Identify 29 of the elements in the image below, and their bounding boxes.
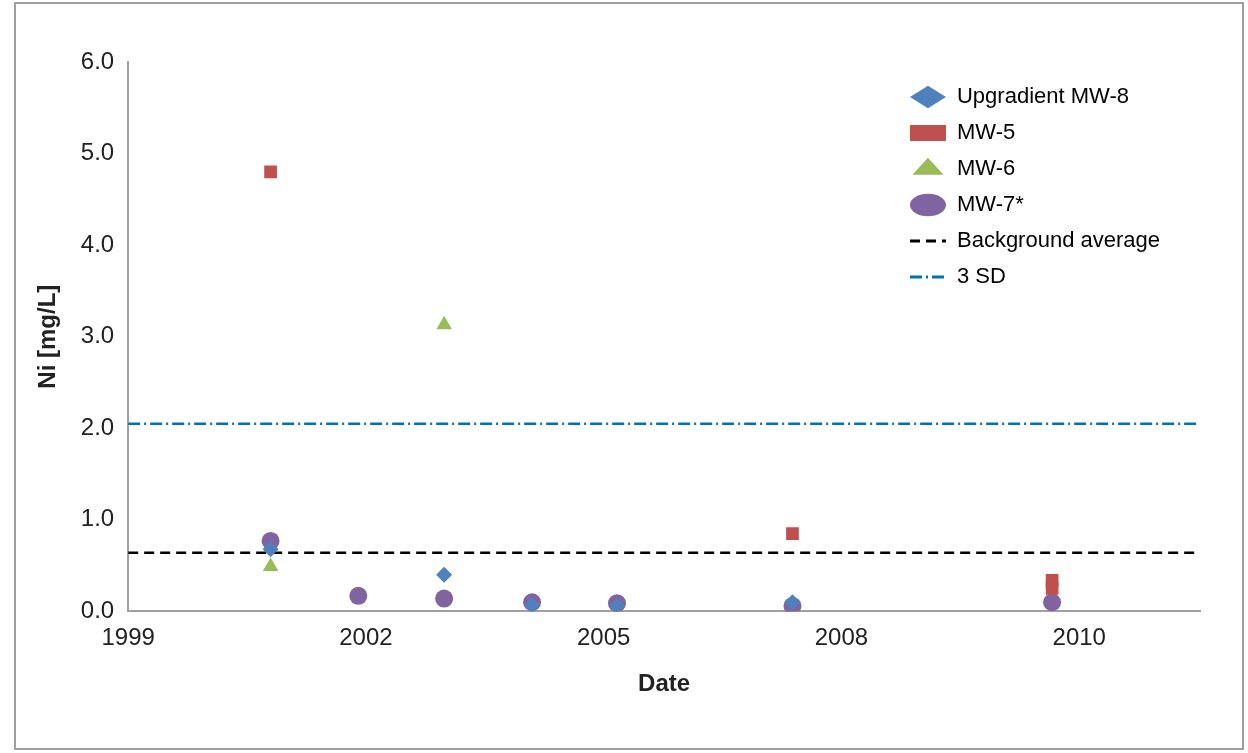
- legend-label: MW-6: [956, 155, 1016, 181]
- legend-label: Upgradient MW-8: [956, 83, 1129, 109]
- legend-label: 3 SD: [956, 263, 1006, 289]
- point: [436, 566, 453, 583]
- point: [1043, 593, 1062, 612]
- point: [786, 527, 799, 540]
- y-tick-label: 0.0: [80, 596, 115, 624]
- y-axis-title: Ni [mg/L]: [33, 284, 61, 389]
- y-tick-label: 1.0: [80, 504, 115, 532]
- x-tick-label: 2010: [1052, 623, 1106, 651]
- legend-label: Background average: [956, 227, 1160, 253]
- legend-label: MW-7*: [956, 191, 1025, 217]
- y-tick-label: 6.0: [80, 46, 115, 74]
- y-tick-label: 5.0: [80, 138, 115, 166]
- x-tick-label: 2008: [814, 623, 869, 651]
- x-tick-label: 2002: [339, 623, 393, 651]
- x-axis-title: Date: [638, 669, 691, 697]
- y-tick-label: 4.0: [80, 229, 115, 257]
- point: [1045, 582, 1059, 595]
- y-tick-label: 2.0: [80, 412, 115, 440]
- point: [262, 541, 279, 558]
- y-tick-label: 3.0: [80, 321, 115, 349]
- point: [435, 589, 454, 608]
- point: [262, 557, 279, 572]
- point: [349, 586, 368, 605]
- point: [264, 165, 277, 179]
- x-tick-label: 2005: [576, 623, 631, 651]
- legend-label: MW-5: [956, 119, 1016, 145]
- x-tick-label: 1999: [101, 623, 155, 651]
